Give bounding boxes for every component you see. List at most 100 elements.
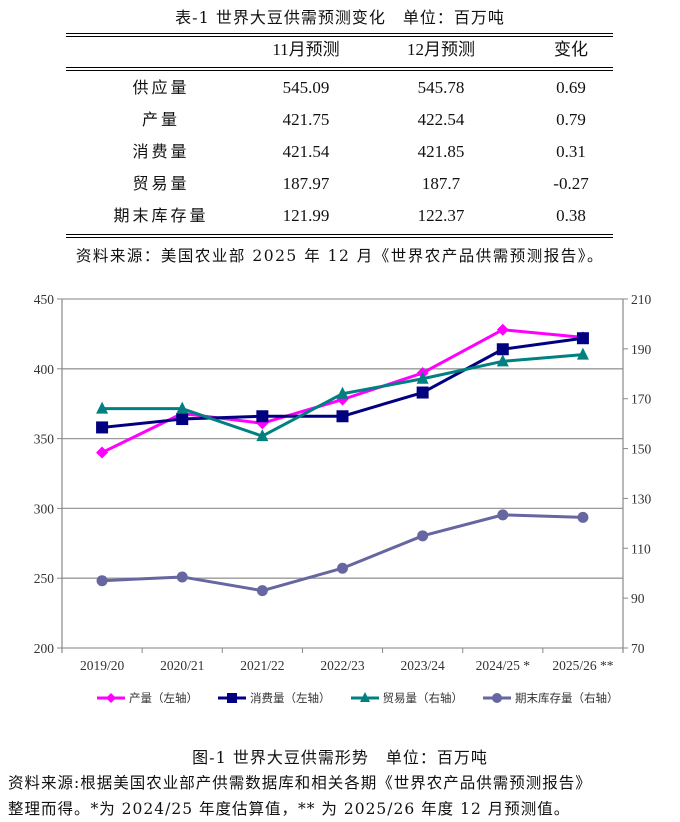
table-source-note: 资料来源：美国农业部 2025 年 12 月《世界农产品供需预测报告》。 bbox=[75, 247, 605, 265]
right-tick-label: 110 bbox=[631, 541, 651, 556]
left-tick-label: 200 bbox=[34, 641, 55, 656]
table-row: 供应量 545.09 545.78 0.69 bbox=[66, 72, 613, 104]
legend-swatch-circle-icon bbox=[483, 693, 511, 703]
x-tick-label: 2019/20 bbox=[80, 658, 125, 673]
legend-swatch-triangle-icon bbox=[350, 692, 379, 702]
legend-label: 贸易量（右轴） bbox=[382, 691, 464, 705]
cell-nov: 545.09 bbox=[282, 78, 330, 97]
legend-swatch-diamond-icon bbox=[97, 693, 125, 703]
cell-dec: 122.37 bbox=[417, 206, 465, 225]
row-label: 贸易量 bbox=[132, 174, 190, 193]
data-point-circle bbox=[96, 575, 108, 587]
cell-change: 0.69 bbox=[556, 78, 586, 97]
cell-dec: 422.54 bbox=[417, 110, 465, 129]
figure-title: 图-1 世界大豆供需形势 单位：百万吨 bbox=[192, 748, 488, 767]
legend-swatch-square-icon bbox=[218, 693, 246, 703]
data-point-triangle bbox=[176, 401, 189, 414]
x-tick-label: 2025/26 ** bbox=[552, 658, 613, 673]
cell-change: -0.27 bbox=[553, 174, 589, 193]
left-tick-label: 250 bbox=[34, 571, 55, 586]
data-point-square bbox=[256, 410, 269, 423]
right-tick-label: 170 bbox=[631, 392, 652, 407]
left-tick-label: 300 bbox=[34, 501, 55, 516]
data-point-diamond bbox=[496, 323, 509, 336]
data-point-circle bbox=[577, 511, 589, 523]
cell-nov: 187.97 bbox=[282, 174, 330, 193]
cell-nov: 421.75 bbox=[282, 110, 330, 129]
data-point-triangle bbox=[496, 354, 509, 367]
data-point-circle bbox=[256, 585, 268, 597]
data-point-diamond bbox=[336, 393, 349, 406]
table-title: 表-1 世界大豆供需预测变化 单位：百万吨 bbox=[175, 8, 505, 27]
cell-dec: 187.7 bbox=[421, 174, 461, 193]
header-dec: 12月预测 bbox=[407, 40, 475, 59]
table-header-rule bbox=[66, 67, 613, 71]
x-tick-label: 2022/23 bbox=[320, 658, 365, 673]
cell-nov: 421.54 bbox=[282, 142, 330, 161]
data-point-circle bbox=[176, 571, 188, 583]
x-tick-label: 2020/21 bbox=[160, 658, 204, 673]
series-layer bbox=[96, 323, 589, 597]
line-chart: 200 250 300 350 400 450 70 90 110 130 150 170 190 210… bbox=[34, 292, 652, 673]
cell-change: 0.31 bbox=[556, 142, 586, 161]
cell-dec: 421.85 bbox=[417, 142, 465, 161]
right-tick-label: 190 bbox=[631, 342, 652, 357]
figure-source-line1: 资料来源:根据美国农业部产供需数据库和相关各期《世界农产品供需预测报告》 bbox=[8, 774, 592, 792]
series-line bbox=[102, 513, 583, 593]
figure-source-note: 资料来源:根据美国农业部产供需数据库和相关各期《世界农产品供需预测报告》 整理而… bbox=[8, 770, 678, 822]
legend-item: 期末库存量（右轴） bbox=[481, 690, 619, 706]
data-point-square bbox=[176, 413, 189, 426]
cell-dec: 545.78 bbox=[417, 78, 465, 97]
data-point-square bbox=[576, 332, 589, 345]
data-point-circle bbox=[337, 562, 348, 574]
table-row: 产量 421.75 422.54 0.79 bbox=[66, 104, 613, 136]
left-tick-label: 450 bbox=[34, 292, 55, 307]
row-label: 供应量 bbox=[132, 78, 190, 97]
data-point-triangle bbox=[416, 371, 429, 384]
legend-item: 贸易量（右轴） bbox=[349, 690, 464, 706]
data-point-square bbox=[416, 386, 429, 399]
left-tick-label: 400 bbox=[34, 362, 55, 377]
table-row: 贸易量 187.97 187.7 -0.27 bbox=[66, 168, 613, 200]
cell-change: 0.38 bbox=[556, 206, 586, 225]
figure-source-line2: 整理而得。*为 2024/25 年度估算值，** 为 2025/26 年度 12… bbox=[8, 800, 571, 818]
legend-item: 消费量（左轴） bbox=[216, 690, 331, 706]
table-row: 期末库存量 121.99 122.37 0.38 bbox=[66, 200, 613, 232]
axes: 200 250 300 350 400 450 70 90 110 130 150 170 190 210… bbox=[34, 292, 652, 673]
data-point-triangle bbox=[96, 401, 109, 414]
header-nov: 11月预测 bbox=[272, 40, 340, 59]
row-label: 产量 bbox=[141, 110, 180, 129]
data-point-circle bbox=[497, 509, 509, 521]
row-label: 期末库存量 bbox=[113, 206, 209, 225]
left-tick-label: 350 bbox=[34, 432, 55, 447]
data-point-diamond bbox=[96, 446, 109, 459]
legend-label: 消费量（左轴） bbox=[250, 691, 331, 705]
table-top-rule bbox=[66, 33, 613, 37]
x-tick-label: 2023/24 bbox=[401, 658, 446, 673]
data-point-triangle bbox=[576, 347, 589, 360]
legend-label: 产量（左轴） bbox=[129, 691, 198, 705]
data-point-circle bbox=[417, 530, 429, 542]
table-bottom-rule bbox=[66, 234, 613, 238]
right-tick-label: 70 bbox=[631, 641, 645, 656]
cell-nov: 121.99 bbox=[282, 206, 330, 225]
data-point-square bbox=[336, 410, 349, 423]
gridlines bbox=[62, 298, 623, 649]
cell-change: 0.79 bbox=[556, 110, 586, 129]
table-row: 消费量 421.54 421.85 0.31 bbox=[66, 136, 613, 168]
data-point-triangle bbox=[256, 429, 269, 442]
right-tick-label: 130 bbox=[631, 491, 652, 506]
right-tick-label: 90 bbox=[631, 591, 645, 606]
right-tick-label: 210 bbox=[631, 292, 652, 307]
row-label: 消费量 bbox=[132, 142, 190, 161]
header-change: 变化 bbox=[554, 40, 588, 59]
chart-legend: 产量（左轴） 消费量（左轴） 贸易量（右轴） 期末库存量（右轴） bbox=[95, 690, 619, 706]
data-point-square bbox=[496, 343, 509, 356]
x-tick-label: 2024/25 * bbox=[476, 658, 531, 673]
legend-label: 期末库存量（右轴） bbox=[515, 691, 619, 705]
legend-item: 产量（左轴） bbox=[95, 690, 198, 706]
right-tick-label: 150 bbox=[631, 442, 652, 457]
x-tick-label: 2021/22 bbox=[240, 658, 284, 673]
data-point-triangle bbox=[336, 386, 349, 399]
data-point-square bbox=[96, 421, 109, 434]
